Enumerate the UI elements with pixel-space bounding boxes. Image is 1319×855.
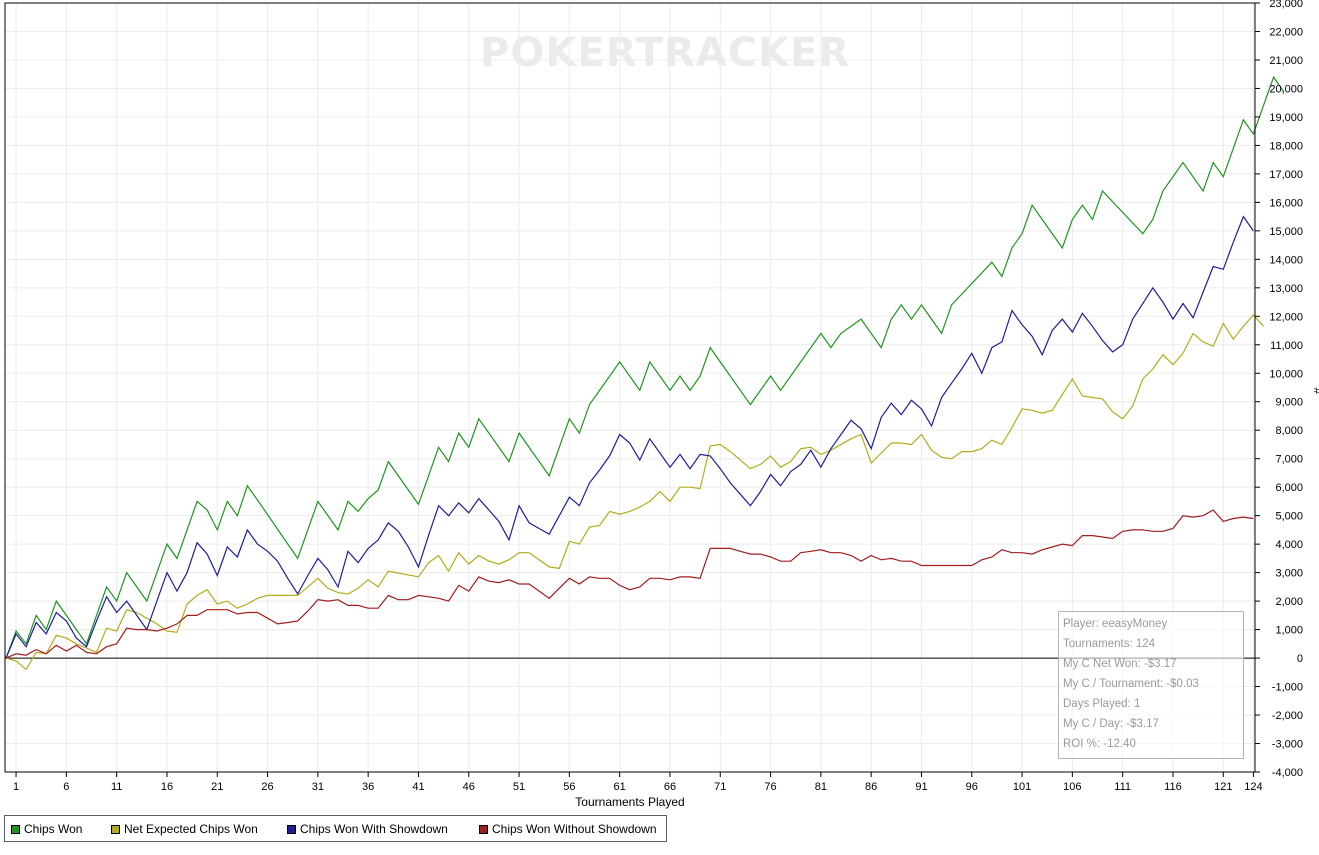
y-tick-label: 17,000 — [1269, 169, 1303, 181]
y-tick-label: -4,000 — [1272, 767, 1303, 779]
y-tick-label: 6,000 — [1275, 482, 1303, 494]
x-tick-label: 111 — [1114, 781, 1131, 793]
y-tick-label: 22,000 — [1269, 26, 1303, 38]
y-tick-label: 15,000 — [1269, 226, 1303, 238]
stats-roi: ROI %: -12.40 — [1063, 738, 1136, 750]
x-tick-label: 121 — [1214, 781, 1232, 793]
stats-net-won: My C Net Won: -$3.17 — [1063, 658, 1177, 670]
y-tick-label: 16,000 — [1269, 197, 1303, 209]
x-axis-ticks: 1 6 11 16 21 26 31 36 41 46 51 56 61 66 71 76 81 86 91 96 10… — [13, 772, 1263, 793]
legend-swatch-without-showdown — [479, 824, 488, 834]
x-tick-label: 56 — [563, 781, 575, 793]
y-tick-label: 9,000 — [1275, 397, 1303, 409]
y-tick-label: -3,000 — [1272, 739, 1303, 751]
axes — [4, 2, 1256, 773]
series-line-chips-won-with-showdown — [5, 215, 1254, 659]
y-tick-label: 23,000 — [1269, 0, 1303, 10]
grid — [5, 2, 1255, 773]
legend-swatch-chips-won — [11, 824, 20, 834]
x-tick-label: 16 — [161, 781, 173, 793]
legend-label-chips-won: Chips Won — [24, 822, 83, 836]
x-tick-label: 11 — [111, 781, 122, 793]
y-tick-label: 7,000 — [1275, 454, 1303, 466]
x-tick-label: 21 — [211, 781, 223, 793]
legend-swatch-net-expected — [111, 824, 120, 834]
y-tick-label: 10,000 — [1269, 368, 1303, 380]
y-tick-label: 18,000 — [1269, 140, 1303, 152]
y-tick-label: 12,000 — [1269, 311, 1303, 323]
y-axis-title: # — [1311, 388, 1319, 395]
y-tick-label: 14,000 — [1269, 254, 1303, 266]
stats-days-played: Days Played: 1 — [1063, 698, 1141, 710]
y-tick-label: 11,000 — [1270, 340, 1303, 352]
y-tick-label: 3,000 — [1275, 568, 1303, 580]
series-line-net-expected-chips-won — [5, 313, 1264, 671]
y-tick-label: -1,000 — [1272, 682, 1303, 694]
legend-label-net-expected: Net Expected Chips Won — [124, 822, 258, 836]
x-tick-label: 91 — [915, 781, 927, 793]
legend-label-without-showdown: Chips Won Without Showdown — [492, 822, 657, 836]
stats-per-day: My C / Day: -$3.17 — [1063, 718, 1159, 730]
x-tick-label: 61 — [614, 781, 626, 793]
legend: Chips Won Net Expected Chips Won Chips W… — [4, 815, 667, 842]
x-tick-label: 46 — [463, 781, 475, 793]
x-tick-label: 96 — [966, 781, 978, 793]
y-tick-label: 8,000 — [1275, 425, 1303, 437]
y-tick-label: 21,000 — [1269, 55, 1303, 67]
x-tick-label: 76 — [764, 781, 776, 793]
stats-player: Player: eeasyMoney — [1063, 618, 1168, 630]
series-line-chips-won — [5, 75, 1285, 659]
x-tick-label: 124 — [1244, 781, 1262, 793]
stats-per-tournament: My C / Tournament: -$0.03 — [1063, 678, 1199, 690]
x-tick-label: 71 — [714, 781, 726, 793]
x-tick-label: 86 — [865, 781, 877, 793]
x-tick-label: 36 — [362, 781, 374, 793]
x-tick-label: 6 — [63, 781, 69, 793]
legend-item-chips-won[interactable]: Chips Won — [11, 822, 82, 836]
plot-frame — [4, 2, 1256, 773]
y-tick-label: 19,000 — [1269, 112, 1303, 124]
y-axis-ticks: -4,000 -3,000 -2,000 -1,000 0 1,000 2,000 3,000… — [1255, 0, 1303, 779]
x-tick-label: 26 — [261, 781, 273, 793]
legend-item-net-expected[interactable]: Net Expected Chips Won — [111, 822, 258, 836]
y-tick-label: 2,000 — [1275, 596, 1303, 608]
x-tick-label: 31 — [312, 781, 324, 793]
x-tick-label: 81 — [815, 781, 827, 793]
legend-label-with-showdown: Chips Won With Showdown — [300, 822, 448, 836]
legend-item-with-showdown[interactable]: Chips Won With Showdown — [287, 822, 448, 836]
y-tick-label: 13,000 — [1269, 283, 1303, 295]
x-tick-label: 101 — [1013, 781, 1031, 793]
series-lines — [5, 75, 1285, 671]
y-tick-label: 1,000 — [1275, 625, 1303, 637]
legend-swatch-with-showdown — [287, 824, 296, 834]
y-tick-label: 4,000 — [1275, 539, 1303, 551]
series-line-chips-won-without-showdown — [5, 509, 1254, 659]
x-tick-label: 1 — [13, 781, 19, 793]
y-tick-label: -2,000 — [1272, 710, 1303, 722]
x-axis-title: Tournaments Played — [575, 795, 684, 809]
x-tick-label: 41 — [412, 781, 424, 793]
x-tick-label: 66 — [664, 781, 676, 793]
stats-tournaments: Tournaments: 124 — [1063, 638, 1156, 650]
y-tick-label: 5,000 — [1275, 511, 1303, 523]
y-tick-label: 0 — [1297, 653, 1303, 665]
x-tick-label: 51 — [513, 781, 525, 793]
stats-box: Player: eeasyMoney Tournaments: 124 My C… — [1058, 611, 1244, 759]
watermark: POKERTRACKER — [480, 30, 850, 76]
x-tick-label: 106 — [1063, 781, 1081, 793]
legend-item-without-showdown[interactable]: Chips Won Without Showdown — [479, 822, 657, 836]
x-tick-label: 116 — [1164, 781, 1182, 793]
y-tick-label: 20,000 — [1269, 83, 1303, 95]
